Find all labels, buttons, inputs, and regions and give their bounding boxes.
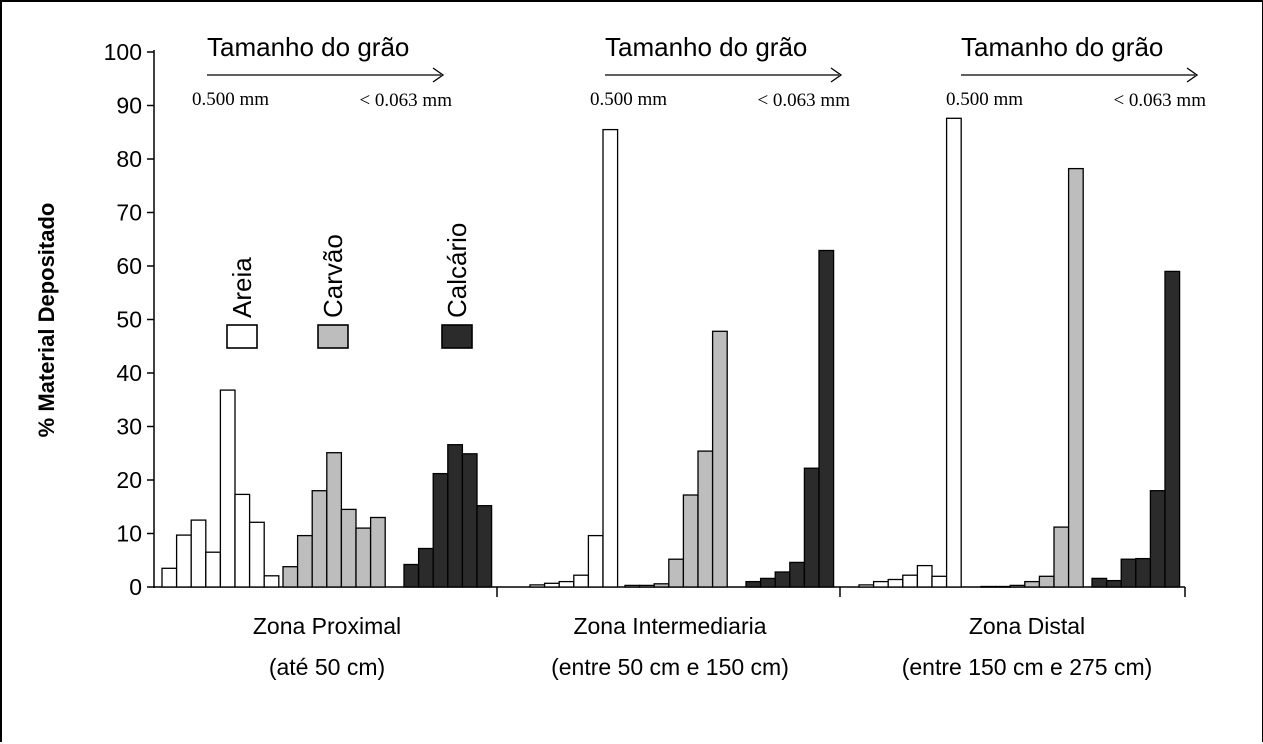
bar-calcário [1164, 270, 1181, 588]
bar-areia [205, 551, 222, 588]
bar-calcário [818, 249, 835, 588]
legend-swatch-carvão [317, 324, 349, 349]
bar-carvão [1038, 575, 1055, 588]
grain-size-start: 0.500 mm [192, 89, 269, 110]
grain-size-arrowhead [432, 67, 445, 83]
legend-label-calcário: Calcário [442, 223, 472, 318]
bar-calcário [1105, 579, 1122, 588]
bar-carvão [638, 584, 655, 588]
y-tick-label: 20 [116, 467, 142, 493]
y-tick-label: 100 [104, 39, 142, 65]
legend-swatch-calcário [441, 324, 473, 349]
bar-calcário [403, 563, 420, 588]
bar-carvão [1009, 584, 1026, 588]
bar-areia [587, 534, 604, 588]
bar-calcário [1149, 490, 1166, 588]
grain-size-end: < 0.063 mm [1113, 90, 1206, 111]
bar-areia [529, 584, 546, 588]
bar-areia [945, 117, 962, 588]
bar-areia [190, 519, 207, 588]
bar-carvão [682, 494, 699, 588]
grain-size-title: Tamanho do grão [605, 32, 807, 62]
y-tick-label: 10 [116, 521, 142, 547]
bar-calcário [432, 472, 449, 588]
y-axis-label: % Material Depositado [34, 203, 59, 438]
grain-size-end: < 0.063 mm [757, 90, 850, 111]
bar-areia [234, 493, 251, 588]
bar-areia [872, 580, 889, 588]
y-tick-label: 50 [116, 307, 142, 333]
legend-swatch-areia [226, 324, 258, 349]
bar-calcário [803, 467, 820, 588]
legend-label-carvão: Carvão [318, 234, 348, 318]
grain-size-title: Tamanho do grão [961, 32, 1163, 62]
y-tick-label: 0 [129, 574, 142, 600]
bar-carvão [326, 452, 343, 588]
bar-calcário [774, 571, 791, 588]
bar-calcário [1135, 557, 1152, 588]
bar-areia [887, 578, 904, 588]
bar-areia [161, 567, 178, 588]
bar-calcário [789, 561, 806, 588]
bar-calcário [1120, 558, 1137, 588]
bar-areia [931, 575, 948, 588]
bar-calcário [476, 505, 493, 588]
bar-carvão [980, 585, 997, 588]
bar-calcário [1091, 577, 1108, 588]
y-tick-label: 60 [116, 253, 142, 279]
bar-carvão [1067, 167, 1084, 588]
bar-carvão [340, 508, 357, 588]
group-subtitle: (entre 50 cm e 150 cm) [551, 654, 789, 680]
bar-areia [916, 564, 933, 588]
y-tick-label: 80 [116, 146, 142, 172]
y-tick-label: 30 [116, 414, 142, 440]
grain-size-end: < 0.063 mm [359, 90, 452, 111]
bar-calcário [745, 580, 762, 588]
bar-carvão [282, 566, 299, 588]
bar-areia [263, 575, 280, 588]
bar-areia [248, 521, 265, 588]
grain-size-title: Tamanho do grão [207, 32, 409, 62]
bar-carvão [1053, 526, 1070, 588]
bar-calcário [447, 444, 464, 588]
bar-areia [858, 584, 875, 588]
bar-carvão [296, 534, 313, 588]
y-tick-label: 40 [116, 360, 142, 386]
grain-size-start: 0.500 mm [946, 89, 1023, 110]
bar-areia [602, 128, 619, 588]
bar-carvão [355, 527, 372, 588]
group-subtitle: (entre 150 cm e 275 cm) [902, 654, 1153, 680]
grain-size-arrowhead [830, 67, 843, 83]
y-tick-label: 70 [116, 200, 142, 226]
group-label: Zona Distal [969, 613, 1085, 639]
bar-areia [902, 574, 919, 588]
y-tick-label: 90 [116, 93, 142, 119]
bar-carvão [624, 584, 641, 588]
grain-size-start: 0.500 mm [590, 89, 667, 110]
group-label: Zona Intermediaria [573, 613, 766, 639]
bar-carvão [311, 490, 328, 588]
bar-calcário [759, 577, 776, 588]
bar-areia [573, 574, 590, 588]
bar-carvão [653, 583, 670, 588]
legend-label-areia: Areia [227, 257, 257, 318]
bar-carvão [369, 516, 386, 588]
bar-calcário [461, 453, 478, 588]
group-label: Zona Proximal [253, 613, 401, 639]
group-subtitle: (até 50 cm) [269, 654, 385, 680]
bar-carvão [711, 330, 728, 588]
bar-areia [175, 534, 192, 588]
bar-carvão [1024, 580, 1041, 588]
bar-calcário [417, 547, 434, 588]
bar-carvão [697, 450, 714, 588]
bar-carvão [994, 585, 1011, 588]
bar-areia [558, 580, 575, 588]
bar-areia [543, 582, 560, 588]
bar-areia [219, 389, 236, 588]
grain-size-arrowhead [1186, 67, 1199, 83]
bar-carvão [668, 558, 685, 588]
